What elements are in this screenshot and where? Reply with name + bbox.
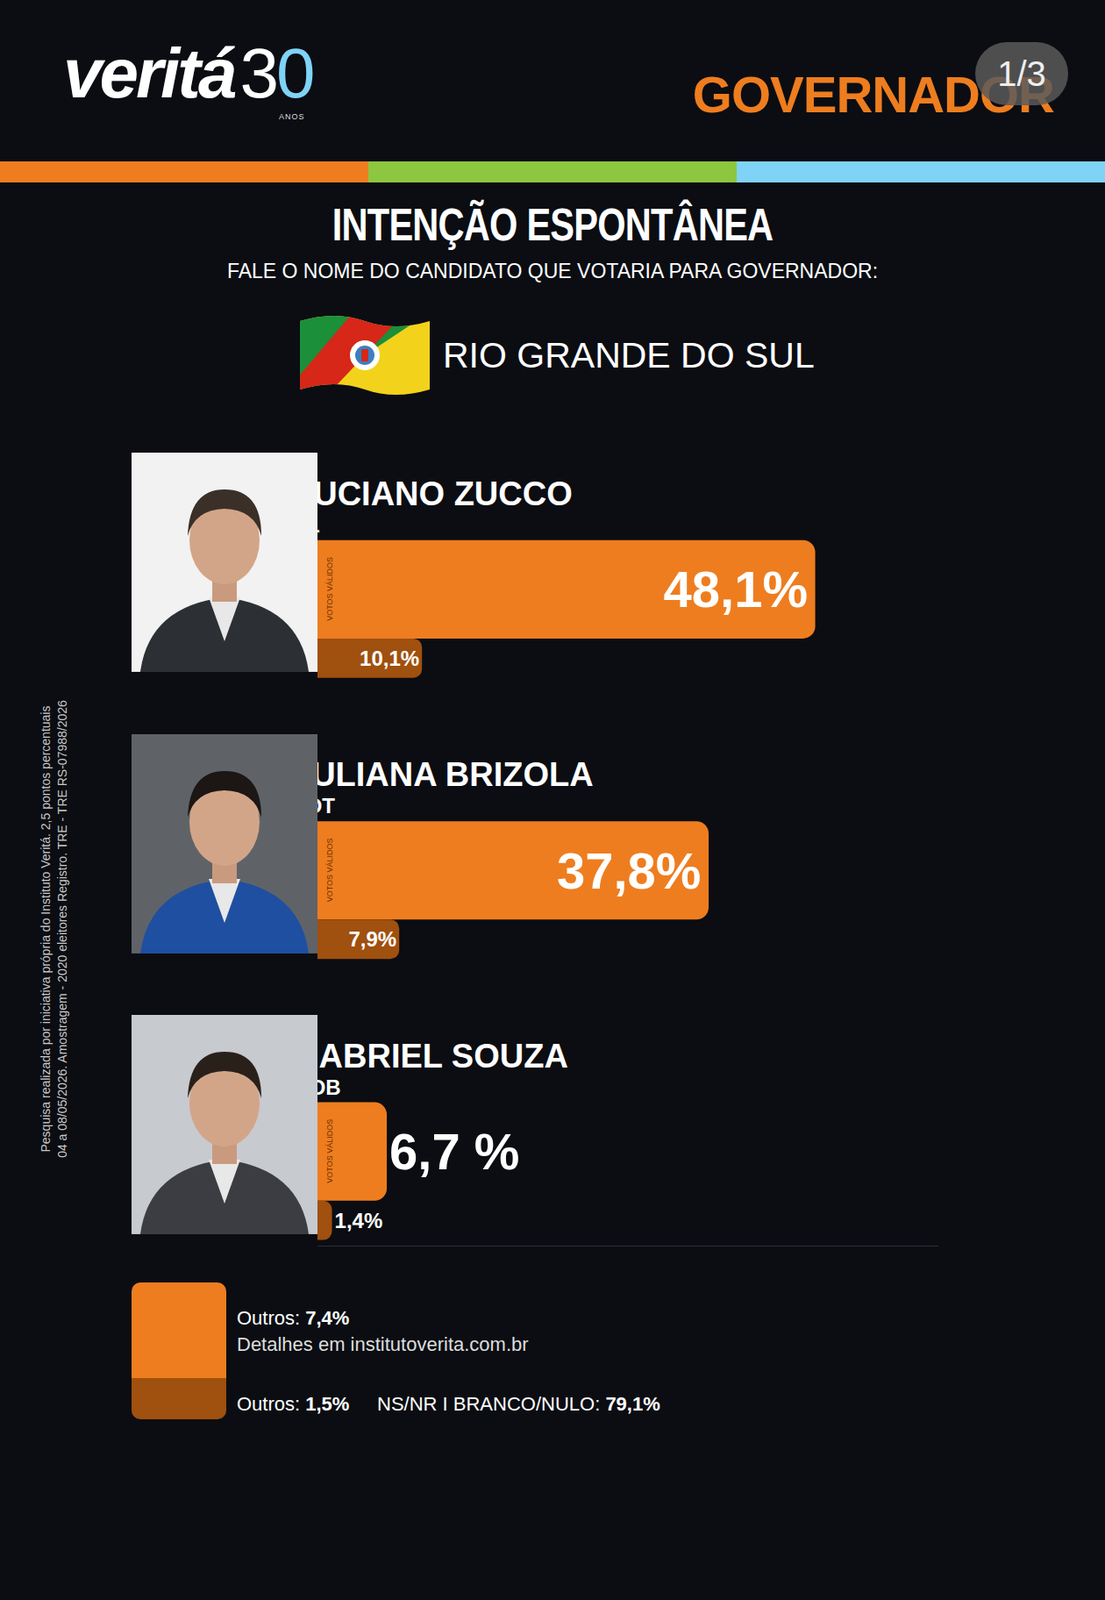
svg-text:48,1%: 48,1% (663, 560, 808, 618)
svg-text:VOTOS VÁLIDOS: VOTOS VÁLIDOS (325, 556, 335, 621)
svg-text:JULIANA BRIZOLA: JULIANA BRIZOLA (292, 755, 594, 793)
svg-text:VOTOS VÁLIDOS: VOTOS VÁLIDOS (325, 1119, 335, 1184)
html-text:Detalhes em institutoverita.co: Detalhes em institutoverita.com.br (236, 1333, 529, 1355)
html-text:Pesquisa realizada por iniciat: Pesquisa realizada por iniciativa própri… (38, 705, 53, 1152)
svg-text:1,4%: 1,4% (335, 1208, 384, 1233)
svg-text:7,9%: 7,9% (348, 926, 397, 951)
svg-text:VOTOS VÁLIDOS: VOTOS VÁLIDOS (325, 837, 335, 902)
html-text:veritá 3 0: veritá 3 0 (63, 34, 313, 113)
html-text:RIO GRANDE DO SUL: RIO GRANDE DO SUL (442, 335, 815, 376)
svg-text:MDB: MDB (292, 1075, 342, 1099)
html-text:04 a 08/05/2026. Amostragem -: 04 a 08/05/2026. Amostragem - 2020 eleit… (55, 700, 70, 1158)
html-text:Outros: 7,4%: Outros: 7,4% (236, 1306, 350, 1329)
svg-text:10,1%: 10,1% (359, 646, 420, 671)
svg-text:6,7 %: 6,7 % (389, 1122, 520, 1180)
svg-text:LUCIANO ZUCCO: LUCIANO ZUCCO (292, 475, 573, 513)
svg-text:37,8%: 37,8% (556, 841, 701, 899)
svg-text:PDT: PDT (292, 793, 336, 818)
html-text:NS/NR I BRANCO/NULO: 79,1%: NS/NR I BRANCO/NULO: 79,1% (377, 1392, 661, 1415)
html-text:GOVERNADOR: GOVERNADOR (692, 65, 1055, 123)
html-text:FALE O NOME DO CANDIDATO QUE V: FALE O NOME DO CANDIDATO QUE VOTARIA PAR… (227, 259, 878, 283)
html-text:Outros: 1,5%: Outros: 1,5% (236, 1392, 350, 1415)
svg-text:GABRIEL SOUZA: GABRIEL SOUZA (292, 1037, 569, 1075)
html-text:1/3: 1/3 (997, 54, 1047, 93)
svg-text:PL: PL (292, 513, 321, 537)
html-text:ANOS: ANOS (278, 112, 305, 122)
html-text:INTENÇÃO ESPONTÂNEA: INTENÇÃO ESPONTÂNEA (332, 199, 773, 250)
